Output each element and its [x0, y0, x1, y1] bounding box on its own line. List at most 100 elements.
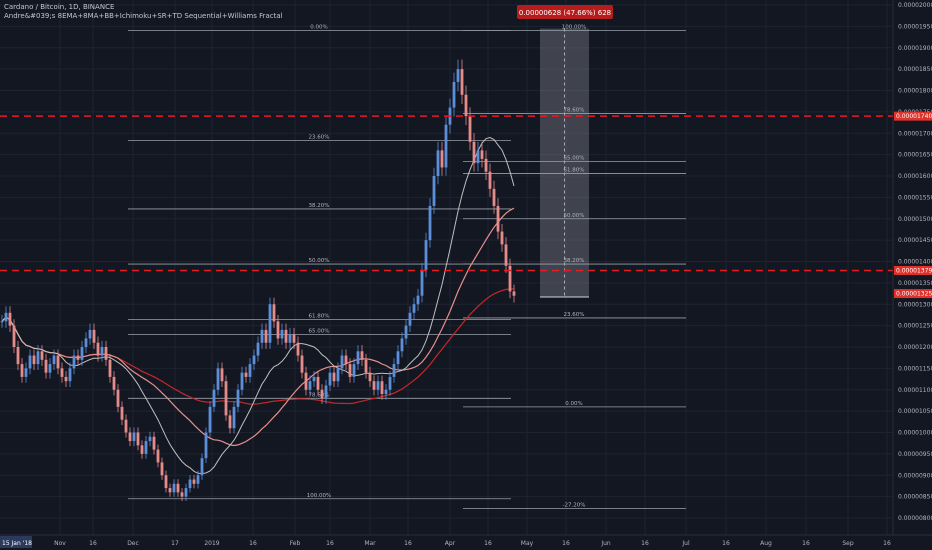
fib-level-label: 65.00%	[309, 329, 330, 335]
price-axis[interactable]: 0.00002000 0.00001950 0.00001900 0.00001850…	[892, 0, 932, 550]
candle-body	[452, 81, 456, 108]
candle-body	[464, 94, 468, 117]
candle-body	[168, 488, 172, 493]
candle-body	[376, 381, 380, 390]
price-tick-label: 0.00001850	[898, 66, 932, 73]
price-tick-label: 0.00001100	[898, 387, 932, 394]
price-tick-label: 0.00001650	[898, 152, 932, 159]
time-tick-label: 16	[89, 540, 97, 547]
candle-body	[152, 436, 156, 450]
candle-body	[436, 150, 440, 176]
candle-body	[408, 312, 412, 326]
candle-body	[0, 321, 4, 323]
candle-body	[336, 368, 340, 382]
candle-body	[32, 355, 36, 365]
time-axis[interactable]: Nov 16 Dec 17 2019 16 Feb 16 Mar 16 Apr 16 May 16 Jun 1…	[0, 534, 932, 550]
candle-body	[44, 359, 48, 373]
candle-body	[8, 312, 12, 326]
candle-body	[76, 355, 80, 360]
candle-body	[420, 270, 424, 296]
candle-body	[136, 432, 140, 446]
candle-body	[248, 364, 252, 377]
chart-legend: Cardano / Bitcoin, 1D, BINANCE Andre&#03…	[4, 3, 283, 21]
time-tick-label: Nov	[54, 540, 66, 547]
candle-body	[112, 376, 116, 390]
candle-body	[80, 347, 84, 360]
candle-body	[132, 432, 136, 442]
candle-body	[188, 479, 192, 489]
candle-body	[400, 338, 404, 352]
candle-body	[284, 329, 288, 343]
candle-body	[172, 483, 176, 493]
price-tick-label: 0.00000900	[898, 472, 932, 479]
measure-label-box	[517, 5, 613, 19]
candle-body	[504, 244, 508, 266]
candle-body	[508, 265, 512, 292]
fib-level-label: 78.60%	[564, 108, 585, 114]
fib-level-label: 50.00%	[309, 258, 330, 264]
fib-level-label: 0.00%	[310, 25, 327, 31]
moving-averages	[1, 136, 515, 475]
time-tick-label: 16	[249, 540, 257, 547]
candle-body	[12, 325, 16, 347]
price-tick-label: 0.00001000	[898, 430, 932, 437]
candle-body	[432, 176, 436, 206]
candle-body	[176, 483, 180, 493]
candle-body	[416, 295, 420, 305]
price-tick-label: 0.00001900	[898, 45, 932, 52]
candle-body	[20, 364, 24, 377]
measure-box[interactable]: 0.00000628 (47.66%) 628	[517, 5, 613, 298]
price-tick-label: 0.00001300	[898, 301, 932, 308]
candle-body	[444, 124, 448, 168]
candle-body	[308, 381, 312, 390]
mid-moving-average-line	[1, 207, 515, 447]
candle-body	[344, 355, 348, 365]
time-tick-label: 16	[722, 540, 730, 547]
fib-level-label: 100.00%	[562, 25, 586, 31]
candle-body	[52, 355, 56, 365]
time-tick-label: Jun	[600, 540, 611, 547]
price-tick-label: 0.00001950	[898, 23, 932, 30]
candle-body	[36, 351, 40, 365]
candle-body	[220, 368, 224, 382]
time-tick-label: Dec	[127, 540, 139, 547]
time-tick-label: 16	[802, 540, 810, 547]
candle-body	[472, 141, 476, 164]
candle-body	[332, 372, 336, 382]
symbol-title: Cardano / Bitcoin, 1D, BINANCE	[4, 3, 115, 11]
price-tick-label: 0.00001400	[898, 259, 932, 266]
candle-body	[244, 372, 248, 377]
chart-grid	[0, 0, 893, 535]
candle-body	[276, 321, 280, 339]
candle-body	[212, 389, 216, 407]
candle-body	[4, 312, 8, 322]
candle-body	[456, 69, 460, 82]
candle-body	[108, 359, 112, 377]
candle-body	[100, 347, 104, 356]
candle-body	[492, 188, 496, 206]
candle-body	[328, 372, 332, 386]
candle-body	[236, 389, 240, 407]
candle-body	[16, 347, 20, 365]
candle-body	[428, 205, 432, 241]
support-resistance-lines[interactable]	[0, 115, 893, 272]
candle-body	[496, 205, 500, 232]
candle-body	[140, 445, 144, 454]
candle-body	[380, 381, 384, 395]
price-tick-label: 0.00000850	[898, 494, 932, 501]
candle-body	[216, 368, 220, 390]
candle-body	[64, 376, 68, 382]
candle-body	[372, 381, 376, 390]
fibonacci-levels[interactable]: 0.00% 23.60% 38.20% 50.00% 61.80% 65.00% 78.60…	[128, 25, 686, 509]
candle-body	[160, 462, 164, 476]
candle-body	[92, 329, 96, 343]
candle-body	[360, 351, 364, 360]
time-tick-label: Feb	[290, 540, 301, 547]
time-tick-label: Mar	[364, 540, 376, 547]
candle-body	[240, 372, 244, 390]
price-tick-label: 0.00001350	[898, 280, 932, 287]
candle-body	[264, 329, 268, 343]
price-tick-label: 0.00001700	[898, 130, 932, 137]
price-tick-label: 0.00001450	[898, 237, 932, 244]
